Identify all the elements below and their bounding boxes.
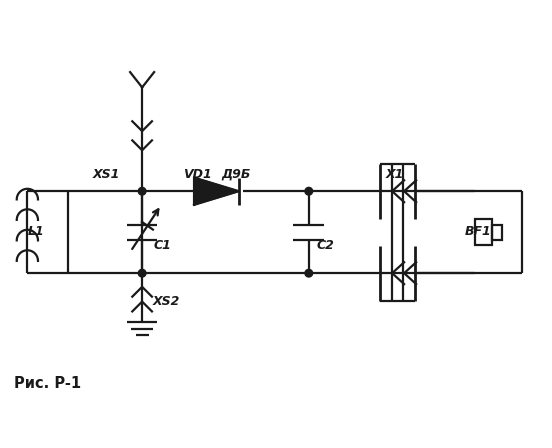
Circle shape bbox=[139, 187, 146, 195]
Text: XS1: XS1 bbox=[93, 168, 120, 181]
Text: C1: C1 bbox=[153, 239, 171, 252]
Text: Д9Б: Д9Б bbox=[221, 168, 251, 181]
Bar bbox=[492, 224, 502, 240]
Circle shape bbox=[139, 269, 146, 277]
Bar bbox=[475, 219, 492, 246]
Polygon shape bbox=[194, 177, 239, 205]
Text: Рис. P-1: Рис. P-1 bbox=[14, 376, 81, 391]
Text: X1: X1 bbox=[385, 168, 404, 181]
Text: VD1: VD1 bbox=[183, 168, 212, 181]
Circle shape bbox=[305, 269, 312, 277]
Text: L1: L1 bbox=[28, 225, 44, 238]
Text: XS2: XS2 bbox=[153, 295, 181, 308]
Text: BF1: BF1 bbox=[465, 225, 491, 238]
Circle shape bbox=[305, 187, 312, 195]
Text: C2: C2 bbox=[317, 239, 335, 252]
